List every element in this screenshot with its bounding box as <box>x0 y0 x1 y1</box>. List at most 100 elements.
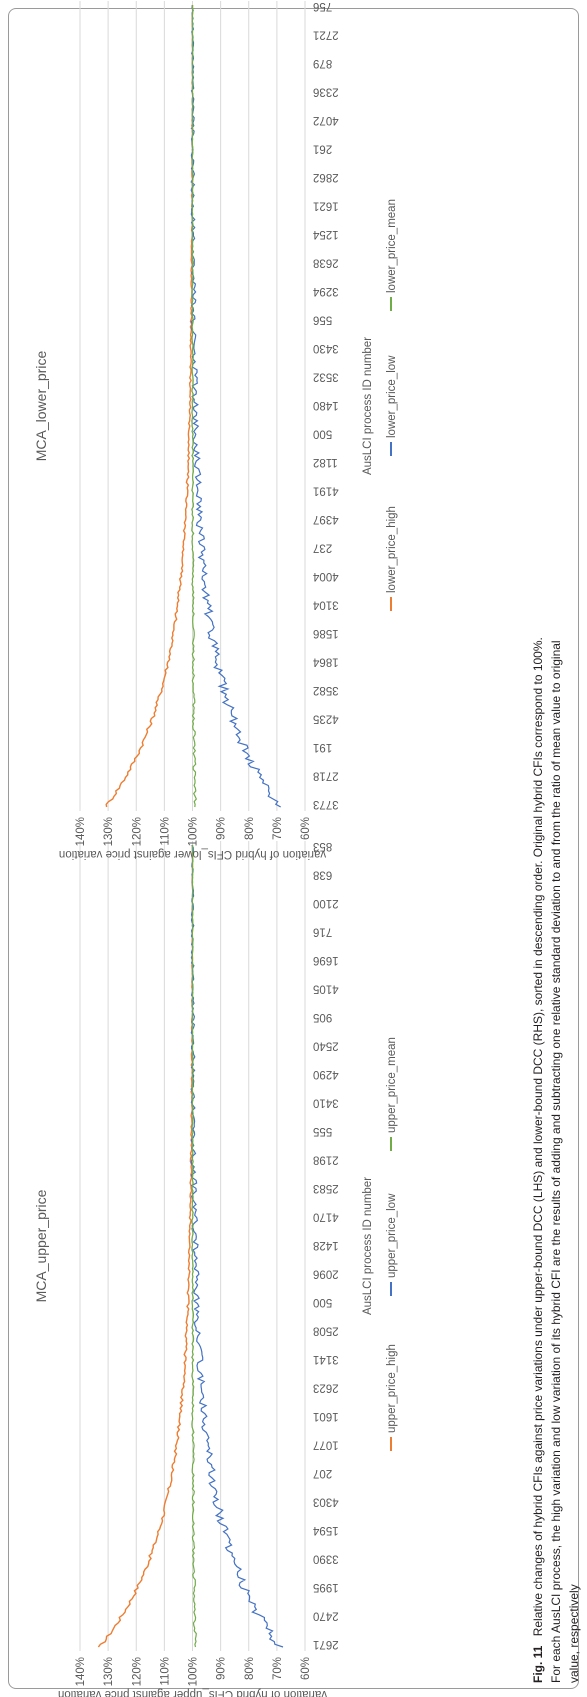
x-tick-label: 3294 <box>312 285 338 297</box>
x-tick-label: 3582 <box>313 684 339 696</box>
x-tick-label: 500 <box>313 428 332 440</box>
figure-frame <box>8 8 579 1689</box>
series-line-upper_price_mean <box>191 844 197 1648</box>
x-tick-label: 3390 <box>313 1553 339 1565</box>
x-tick-label: 756 <box>313 0 332 12</box>
svg-text:Fig. 11 Relative chang: Fig. 11 Relative changes of hybrid CFIs … <box>531 637 545 1683</box>
y-tick-label: 60% <box>300 1657 312 1680</box>
series-line-upper_price_low <box>190 844 284 1648</box>
x-tick-label: 1254 <box>312 228 338 240</box>
y-tick-label: 90% <box>216 817 228 840</box>
x-tick-label: 2336 <box>313 86 339 98</box>
x-tick-label: 905 <box>313 1011 332 1023</box>
y-tick-label: 140% <box>75 1657 87 1686</box>
y-tick-label: 140% <box>75 817 87 846</box>
x-tick-label: 3773 <box>313 798 339 810</box>
x-tick-label: 3410 <box>313 1097 339 1109</box>
chart-upper-price: MCA_upper_price 60% 70% 80% 90% 100% 110% 120% 1… <box>33 840 398 1697</box>
x-tick-label: 556 <box>313 314 332 326</box>
series-line-lower_price_mean <box>191 4 197 808</box>
x-tick-label: 2096 <box>313 1268 339 1280</box>
x-tick-label: 638 <box>313 869 332 881</box>
x-tick-label: 2508 <box>313 1325 339 1337</box>
x-tick-label: 261 <box>313 143 332 155</box>
x-tick-label: 2540 <box>313 1040 339 1052</box>
x-tick-label: 4072 <box>313 114 339 126</box>
x-tick-label: 191 <box>313 741 332 753</box>
x-tick-label: 4170 <box>313 1211 339 1223</box>
x-tick-label: 500 <box>313 1296 332 1308</box>
x-tick-label: 1077 <box>313 1439 339 1451</box>
x-tick-label: 4397 <box>313 513 339 525</box>
x-tick-label: 853 <box>313 840 332 852</box>
x-tick-label: 1864 <box>312 656 338 668</box>
legend-label: lower_price_high <box>386 506 398 593</box>
y-tick-label: 60% <box>300 817 312 840</box>
chart-lower-price: MCA_lower_price 60% 70% 80% 90% 100% 110% 120% 1… <box>33 0 398 860</box>
y-tick-label: 100% <box>188 1657 200 1686</box>
x-axis-label: AusLCI process ID number <box>362 337 374 475</box>
chart-title: MCA_upper_price <box>33 1189 49 1302</box>
x-tick-label: 1995 <box>313 1581 339 1593</box>
x-tick-label: 3141 <box>313 1353 339 1365</box>
x-tick-label: 2198 <box>313 1154 339 1166</box>
x-axis-label: AusLCI process ID number <box>362 1177 374 1315</box>
x-tick-label: 4105 <box>313 983 339 995</box>
x-tick-label: 1480 <box>313 399 339 411</box>
x-tick-label: 2671 <box>313 1638 339 1650</box>
y-tick-label: 130% <box>103 1657 115 1686</box>
x-tick-label: 4235 <box>313 713 339 725</box>
x-tick-label: 4303 <box>313 1496 339 1508</box>
figure-caption: Fig. 11 Relative changes of hybrid CFIs … <box>531 637 581 1683</box>
x-tick-label: 716 <box>313 926 332 938</box>
x-tick-label: 879 <box>313 57 332 69</box>
y-tick-label: 70% <box>272 1657 284 1680</box>
x-tick-label: 2638 <box>313 257 339 269</box>
x-tick-label: 1594 <box>312 1524 338 1536</box>
legend-label: upper_price_high <box>386 1344 398 1433</box>
x-tick-label: 207 <box>313 1467 332 1479</box>
x-tick-label: 555 <box>313 1125 332 1137</box>
x-tick-label: 4004 <box>312 570 338 582</box>
y-tick-label: 120% <box>131 1657 143 1686</box>
y-tick-label: 120% <box>131 817 143 846</box>
y-tick-label: 130% <box>103 817 115 846</box>
y-tick-label: 110% <box>159 1657 171 1686</box>
caption-line-2: For each AusLCI process, the high variat… <box>549 640 563 1683</box>
chart-title: MCA_lower_price <box>33 351 49 462</box>
x-tick-label: 1621 <box>313 200 339 212</box>
x-tick-label: 1428 <box>313 1239 339 1251</box>
y-tick-label: 90% <box>216 1657 228 1680</box>
x-tick-label: 2583 <box>313 1182 339 1194</box>
x-tick-label: 237 <box>313 542 332 554</box>
x-tick-label: 2470 <box>313 1610 339 1622</box>
y-tick-label: 100% <box>188 817 200 846</box>
y-axis-label: variation of hybrid CFIs_lower against p… <box>59 848 326 860</box>
legend-label: upper_price_mean <box>386 1037 398 1133</box>
x-tick-label: 1182 <box>313 456 338 468</box>
x-tick-label: 1586 <box>313 627 339 639</box>
x-tick-label: 2718 <box>313 770 339 782</box>
legend-label: lower_price_low <box>386 355 398 438</box>
x-tick-label: 2623 <box>313 1382 339 1394</box>
x-tick-label: 3430 <box>313 342 339 354</box>
series-line-lower_price_high <box>105 4 194 808</box>
y-tick-label: 70% <box>272 817 284 840</box>
y-tick-label: 80% <box>244 1657 256 1680</box>
y-tick-label: 110% <box>159 817 171 846</box>
x-tick-label: 1696 <box>313 954 339 966</box>
x-tick-label: 3104 <box>312 599 338 611</box>
x-tick-label: 2100 <box>313 897 339 909</box>
y-tick-label: 80% <box>244 817 256 840</box>
series-line-lower_price_low <box>190 4 281 808</box>
x-tick-label: 4191 <box>313 485 339 497</box>
series-line-upper_price_high <box>97 845 194 1648</box>
caption-figure-label: Fig. 11 <box>531 1645 545 1683</box>
legend-label: lower_price_mean <box>386 199 398 293</box>
y-axis-label: variation of hybrid CFIs_upper against p… <box>58 1688 327 1697</box>
x-tick-label: 4290 <box>313 1068 339 1080</box>
x-tick-label: 1601 <box>313 1410 339 1422</box>
legend-label: upper_price_low <box>386 1193 398 1278</box>
caption-line-1: Relative changes of hybrid CFIs against … <box>531 637 545 1636</box>
